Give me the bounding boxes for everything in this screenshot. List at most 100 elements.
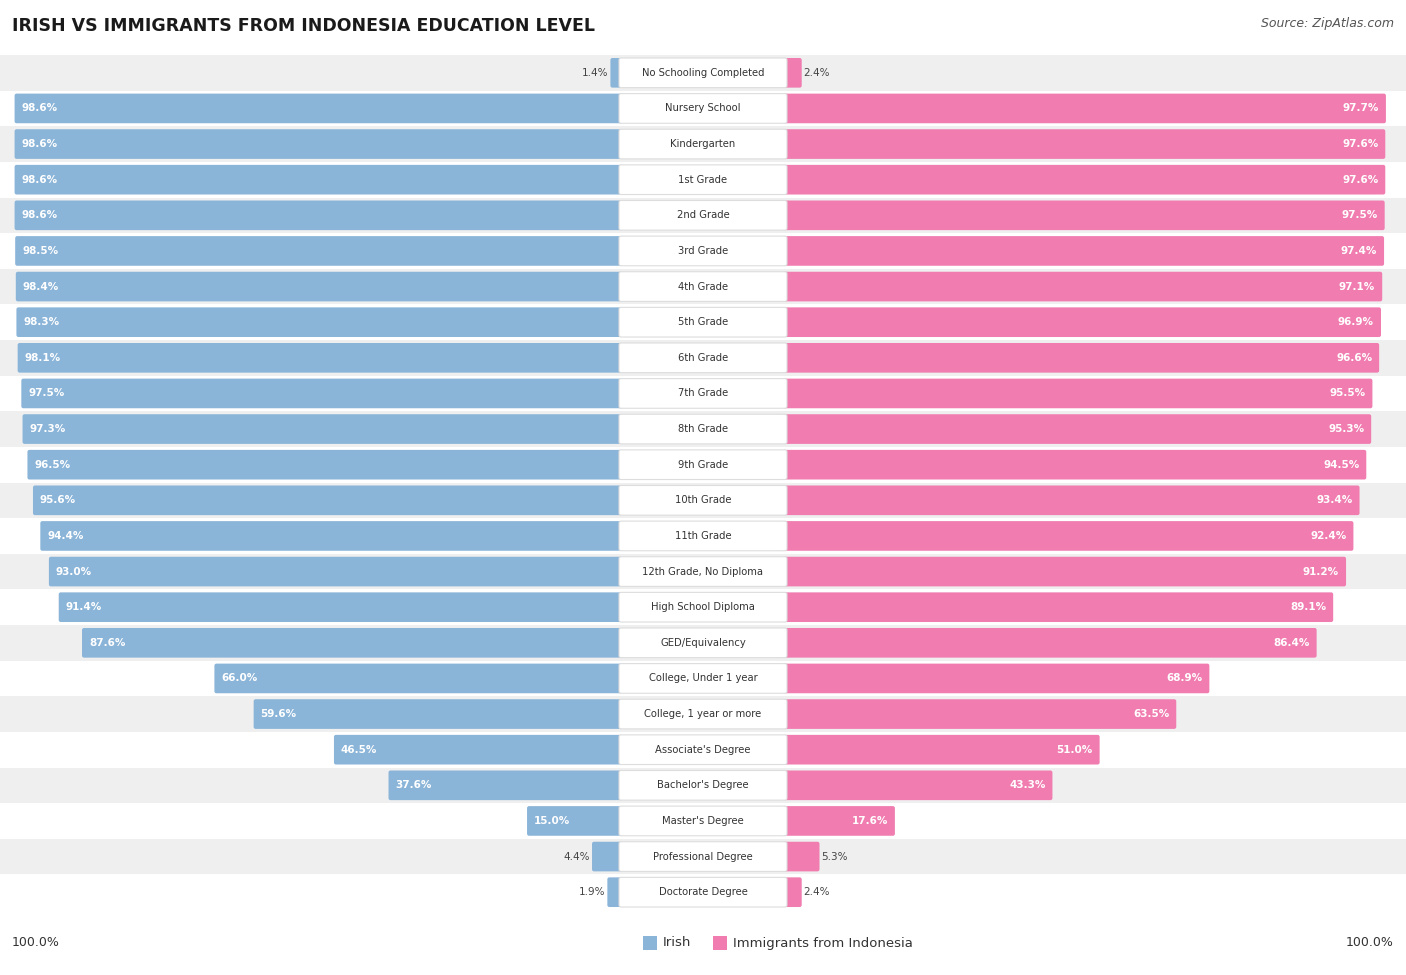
Text: 91.2%: 91.2%	[1303, 566, 1339, 576]
FancyBboxPatch shape	[619, 806, 787, 836]
Text: 96.9%: 96.9%	[1339, 317, 1374, 328]
FancyBboxPatch shape	[619, 628, 787, 657]
Bar	[0, 91, 1406, 126]
Text: 43.3%: 43.3%	[1010, 780, 1046, 791]
Text: 5.3%: 5.3%	[821, 851, 848, 862]
Text: 86.4%: 86.4%	[1274, 638, 1309, 647]
Text: 10th Grade: 10th Grade	[675, 495, 731, 505]
Text: Kindergarten: Kindergarten	[671, 139, 735, 149]
Text: Nursery School: Nursery School	[665, 103, 741, 113]
Text: College, Under 1 year: College, Under 1 year	[648, 674, 758, 683]
Text: Bachelor's Degree: Bachelor's Degree	[657, 780, 749, 791]
Text: 46.5%: 46.5%	[340, 745, 377, 755]
Text: 4.4%: 4.4%	[564, 851, 591, 862]
FancyBboxPatch shape	[783, 486, 1360, 515]
FancyBboxPatch shape	[592, 841, 623, 872]
Text: 9th Grade: 9th Grade	[678, 459, 728, 470]
Text: 6th Grade: 6th Grade	[678, 353, 728, 363]
Text: 97.7%: 97.7%	[1343, 103, 1379, 113]
Text: GED/Equivalency: GED/Equivalency	[661, 638, 745, 647]
Text: 7th Grade: 7th Grade	[678, 388, 728, 399]
FancyBboxPatch shape	[22, 414, 623, 444]
FancyBboxPatch shape	[619, 664, 787, 693]
FancyBboxPatch shape	[335, 735, 623, 764]
Bar	[0, 411, 1406, 447]
Text: 92.4%: 92.4%	[1310, 531, 1347, 541]
Text: 98.6%: 98.6%	[21, 139, 58, 149]
Bar	[0, 198, 1406, 233]
Bar	[0, 162, 1406, 198]
Text: 98.6%: 98.6%	[21, 211, 58, 220]
Text: 93.0%: 93.0%	[56, 566, 91, 576]
Text: 94.4%: 94.4%	[48, 531, 84, 541]
Text: 100.0%: 100.0%	[13, 937, 60, 950]
FancyBboxPatch shape	[610, 58, 623, 88]
Text: Immigrants from Indonesia: Immigrants from Indonesia	[733, 937, 912, 950]
FancyBboxPatch shape	[619, 593, 787, 622]
Text: 59.6%: 59.6%	[260, 709, 297, 720]
FancyBboxPatch shape	[21, 378, 623, 409]
FancyBboxPatch shape	[619, 486, 787, 515]
FancyBboxPatch shape	[28, 449, 623, 480]
FancyBboxPatch shape	[783, 699, 1177, 729]
Bar	[0, 838, 1406, 875]
Text: 97.5%: 97.5%	[28, 388, 65, 399]
Bar	[0, 732, 1406, 767]
Bar	[0, 126, 1406, 162]
Text: 66.0%: 66.0%	[221, 674, 257, 683]
FancyBboxPatch shape	[783, 841, 820, 872]
FancyBboxPatch shape	[49, 557, 623, 586]
FancyBboxPatch shape	[783, 878, 801, 907]
FancyBboxPatch shape	[619, 449, 787, 480]
Text: Irish: Irish	[664, 937, 692, 950]
Bar	[0, 661, 1406, 696]
Bar	[0, 803, 1406, 838]
Text: 98.1%: 98.1%	[25, 353, 60, 363]
FancyBboxPatch shape	[783, 770, 1053, 800]
Text: Professional Degree: Professional Degree	[654, 851, 752, 862]
FancyBboxPatch shape	[619, 165, 787, 195]
FancyBboxPatch shape	[783, 94, 1386, 123]
FancyBboxPatch shape	[783, 130, 1385, 159]
FancyBboxPatch shape	[619, 378, 787, 409]
FancyBboxPatch shape	[619, 841, 787, 872]
FancyBboxPatch shape	[713, 936, 727, 950]
Bar	[0, 340, 1406, 375]
FancyBboxPatch shape	[14, 130, 623, 159]
Text: 8th Grade: 8th Grade	[678, 424, 728, 434]
Text: Source: ZipAtlas.com: Source: ZipAtlas.com	[1261, 17, 1393, 30]
Text: 5th Grade: 5th Grade	[678, 317, 728, 328]
FancyBboxPatch shape	[783, 593, 1333, 622]
FancyBboxPatch shape	[15, 272, 623, 301]
Text: 98.6%: 98.6%	[21, 103, 58, 113]
FancyBboxPatch shape	[619, 557, 787, 586]
Text: 97.3%: 97.3%	[30, 424, 66, 434]
FancyBboxPatch shape	[783, 735, 1099, 764]
Bar	[0, 554, 1406, 589]
FancyBboxPatch shape	[783, 521, 1354, 551]
Text: 89.1%: 89.1%	[1291, 603, 1326, 612]
FancyBboxPatch shape	[643, 936, 657, 950]
FancyBboxPatch shape	[619, 130, 787, 159]
Text: 98.3%: 98.3%	[24, 317, 59, 328]
Text: 2.4%: 2.4%	[804, 887, 830, 897]
FancyBboxPatch shape	[783, 414, 1371, 444]
Bar	[0, 625, 1406, 661]
FancyBboxPatch shape	[783, 236, 1384, 266]
Bar	[0, 55, 1406, 91]
FancyBboxPatch shape	[619, 272, 787, 301]
FancyBboxPatch shape	[388, 770, 623, 800]
FancyBboxPatch shape	[783, 165, 1385, 195]
FancyBboxPatch shape	[619, 94, 787, 123]
FancyBboxPatch shape	[619, 343, 787, 372]
Text: 3rd Grade: 3rd Grade	[678, 246, 728, 255]
FancyBboxPatch shape	[619, 236, 787, 266]
Text: 15.0%: 15.0%	[534, 816, 571, 826]
FancyBboxPatch shape	[619, 58, 787, 88]
FancyBboxPatch shape	[527, 806, 623, 836]
Text: 97.4%: 97.4%	[1341, 246, 1376, 255]
FancyBboxPatch shape	[619, 878, 787, 907]
Text: Doctorate Degree: Doctorate Degree	[658, 887, 748, 897]
Bar	[0, 875, 1406, 910]
Text: 2.4%: 2.4%	[804, 68, 830, 78]
